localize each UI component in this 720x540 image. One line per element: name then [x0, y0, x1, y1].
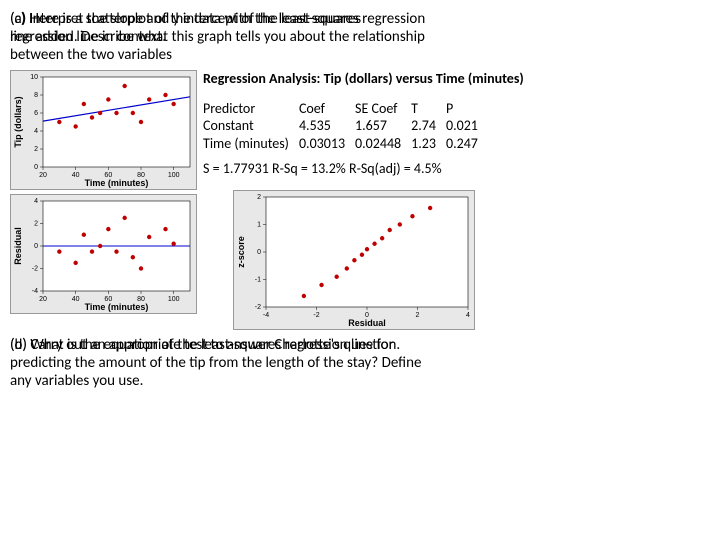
svg-text:-4: -4	[263, 312, 269, 319]
r1c4: 0.247	[446, 135, 488, 153]
qd-line1: (d) Carry out an appropriate test to ans…	[10, 336, 710, 354]
qa-line3: between the two variables	[10, 46, 710, 64]
qb-line3: any variables you use.	[10, 372, 710, 390]
svg-text:-2: -2	[32, 266, 38, 273]
r0c3: 2.74	[411, 117, 446, 135]
svg-text:40: 40	[72, 172, 80, 179]
r1c0: Time (minutes)	[203, 135, 299, 153]
question-top: (a) Here is a scatterplot of the data wi…	[10, 10, 710, 64]
regression-title: Regression Analysis: Tip (dollars) versu…	[203, 70, 710, 88]
question-bottom: (b) What is the equation of the least-sq…	[10, 336, 710, 390]
hdr-coef: Coef	[299, 100, 355, 118]
r0c4: 0.021	[446, 117, 488, 135]
svg-text:-1: -1	[255, 276, 261, 283]
qb-line2: predicting the amount of the tip from th…	[10, 354, 710, 372]
svg-text:40: 40	[72, 296, 80, 303]
hdr-secoef: SE Coef	[355, 100, 411, 118]
svg-text:8: 8	[34, 92, 38, 99]
hdr-predictor: Predictor	[203, 100, 299, 118]
qc-line2: regression line in context.	[10, 28, 710, 46]
svg-text:0: 0	[34, 164, 38, 171]
svg-text:20: 20	[39, 296, 47, 303]
r1c2: 0.02448	[355, 135, 411, 153]
regression-table: Predictor Coef SE Coef T P Constant 4.53…	[203, 100, 488, 153]
regression-summary: S = 1.77931 R-Sq = 13.2% R-Sq(adj) = 4.5…	[203, 160, 710, 178]
svg-text:0: 0	[257, 249, 261, 256]
svg-text:2: 2	[257, 194, 261, 201]
regression-output: Regression Analysis: Tip (dollars) versu…	[203, 70, 710, 178]
svg-text:Residual: Residual	[13, 227, 23, 265]
svg-text:1: 1	[257, 221, 261, 228]
svg-text:Time (minutes): Time (minutes)	[85, 178, 149, 188]
hdr-p: P	[446, 100, 488, 118]
svg-text:Tip (dollars): Tip (dollars)	[13, 96, 23, 147]
svg-text:10: 10	[30, 74, 38, 81]
r0c2: 1.657	[355, 117, 411, 135]
charts-row: 204060801000246810Time (minutes)Tip (dol…	[10, 70, 710, 330]
svg-text:2: 2	[34, 146, 38, 153]
svg-text:4: 4	[466, 312, 470, 319]
r1c1: 0.03013	[299, 135, 355, 153]
qq-chart: -4-2024-2-1012Residualz-score	[233, 190, 475, 330]
svg-text:20: 20	[39, 172, 47, 179]
svg-text:6: 6	[34, 110, 38, 117]
svg-text:4: 4	[34, 128, 38, 135]
svg-text:Residual: Residual	[348, 318, 386, 328]
hdr-t: T	[411, 100, 446, 118]
svg-text:0: 0	[34, 243, 38, 250]
svg-text:100: 100	[168, 296, 180, 303]
svg-text:-4: -4	[32, 288, 38, 295]
svg-text:z-score: z-score	[236, 236, 246, 268]
svg-text:Time (minutes): Time (minutes)	[85, 302, 149, 312]
r0c0: Constant	[203, 117, 299, 135]
svg-text:2: 2	[416, 312, 420, 319]
scatter-chart: 204060801000246810Time (minutes)Tip (dol…	[10, 70, 197, 190]
svg-text:2: 2	[34, 221, 38, 228]
r1c3: 1.23	[411, 135, 446, 153]
r0c1: 4.535	[299, 117, 355, 135]
residual-chart: 20406080100-4-2024Time (minutes)Residual	[10, 194, 197, 314]
svg-text:4: 4	[34, 198, 38, 205]
qc-line1: (c) Interpret the slope and y intercept …	[10, 10, 710, 28]
svg-text:100: 100	[168, 172, 180, 179]
svg-text:-2: -2	[255, 304, 261, 311]
svg-text:-2: -2	[313, 312, 319, 319]
